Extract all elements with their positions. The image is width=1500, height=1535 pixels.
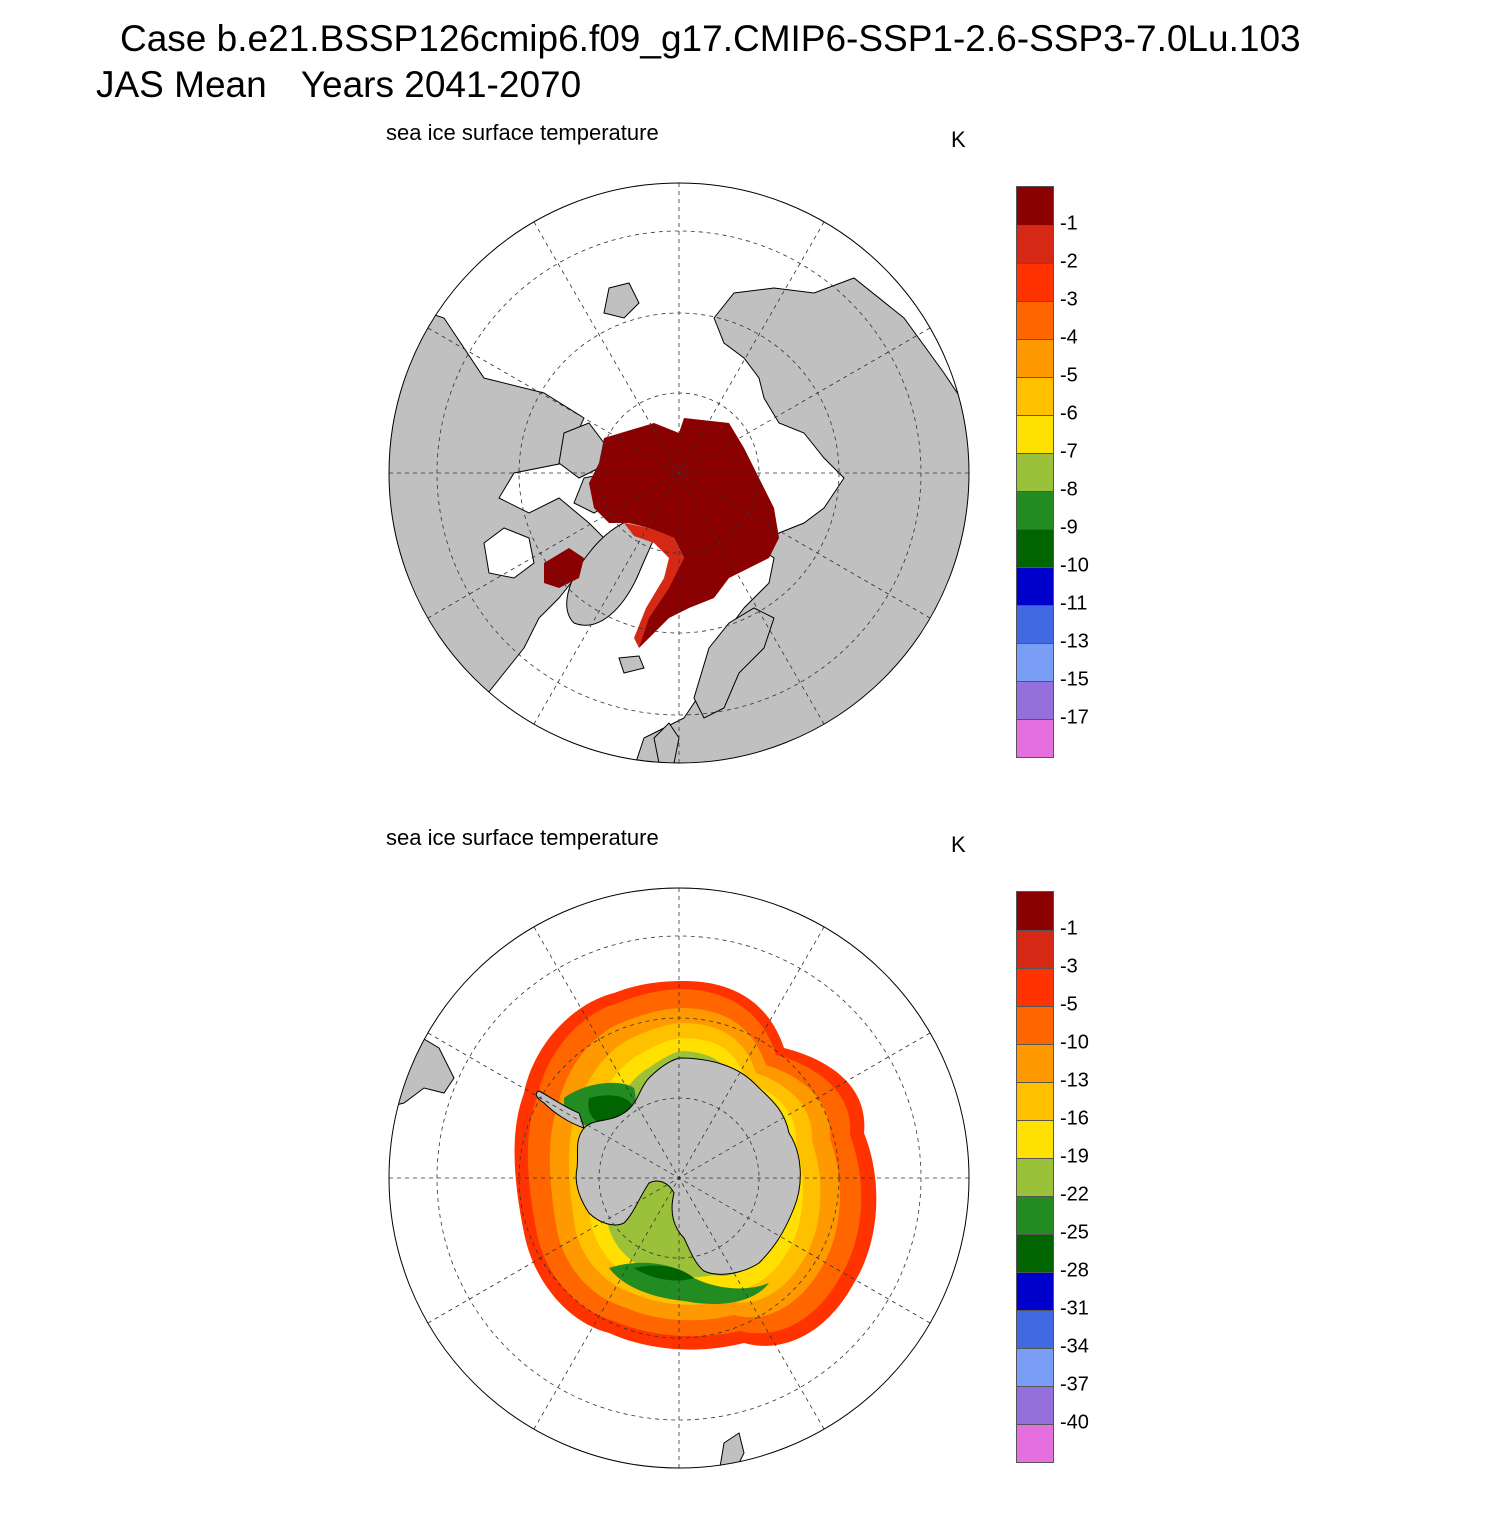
colorbar-tick-label: -13	[1060, 630, 1089, 653]
colorbar-tick-label: -15	[1060, 668, 1089, 691]
colorbar-swatch	[1017, 263, 1053, 301]
colorbar-swatch	[1017, 415, 1053, 453]
colorbar-swatch	[1017, 605, 1053, 643]
colorbar-tick-label: -9	[1060, 516, 1078, 539]
ross-sea-ice-coldest	[634, 1265, 694, 1281]
colorbar-tick-label: -2	[1060, 250, 1078, 273]
colorbar-swatch	[1017, 529, 1053, 567]
colorbar-swatch	[1017, 1082, 1053, 1120]
colorbar-labels: -1 -3 -5 -10 -13 -16 -19 -22 -25 -28 -31 -34 -37 -40	[1060, 891, 1140, 1461]
season-label: JAS Mean	[96, 64, 267, 105]
map-boundary	[388, 887, 970, 1469]
colorbar-swatch	[1017, 1120, 1053, 1158]
colorbar-tick-label: -4	[1060, 326, 1078, 349]
colorbar-tick-label: -8	[1060, 478, 1078, 501]
colorbar-tick-label: -25	[1060, 1221, 1089, 1244]
colorbar-tick-label: -10	[1060, 554, 1089, 577]
case-title: Case b.e21.BSSP126cmip6.f09_g17.CMIP6-SS…	[120, 18, 1301, 59]
colorbar-swatch	[1017, 225, 1053, 263]
colorbar-tick-label: -7	[1060, 440, 1078, 463]
colorbar-swatch	[1017, 892, 1053, 930]
years-label: Years 2041-2070	[300, 64, 582, 105]
colorbar-swatch	[1017, 1234, 1053, 1272]
graticule	[389, 183, 969, 763]
antarctic-panel: sea ice surface temperature K	[0, 815, 1500, 1535]
iceland-land	[618, 655, 645, 674]
panel-title: sea ice surface temperature	[386, 825, 659, 850]
colorbar-tick-label: -1	[1060, 212, 1078, 235]
colorbar-tick-label: -34	[1060, 1335, 1089, 1358]
panel-title: sea ice surface temperature	[386, 120, 659, 145]
arctic-sea-ice-warm	[589, 418, 779, 648]
colorbar	[1016, 891, 1054, 1463]
colorbar-labels: -1 -2 -3 -4 -5 -6 -7 -8 -9 -10 -11 -13 -15 -17	[1060, 186, 1140, 756]
colorbar-swatch	[1017, 1196, 1053, 1234]
colorbar-tick-label: -19	[1060, 1145, 1089, 1168]
baffin-sea-ice	[544, 548, 584, 588]
colorbar-tick-label: -1	[1060, 917, 1078, 940]
colorbar-tick-label: -5	[1060, 364, 1078, 387]
colorbar-swatch	[1017, 719, 1053, 757]
colorbar-tick-label: -37	[1060, 1373, 1089, 1396]
colorbar-tick-label: -11	[1060, 592, 1088, 615]
units-label: K	[951, 127, 966, 152]
colorbar	[1016, 186, 1054, 758]
map-boundary	[388, 182, 970, 764]
greenland-land	[566, 507, 661, 626]
colorbar-swatch	[1017, 301, 1053, 339]
uk-land	[653, 722, 680, 763]
arctic-panel: sea ice surface temperature K	[0, 110, 1500, 830]
period-title: JAS Mean Years 2041-2070	[96, 64, 581, 106]
antarctica-land	[575, 1057, 801, 1275]
colorbar-swatch	[1017, 681, 1053, 719]
colorbar-tick-label: -5	[1060, 993, 1078, 1016]
colorbar-tick-label: -6	[1060, 402, 1078, 425]
colorbar-swatch	[1017, 491, 1053, 529]
colorbar-swatch	[1017, 968, 1053, 1006]
colorbar-swatch	[1017, 567, 1053, 605]
colorbar-swatch	[1017, 187, 1053, 225]
colorbar-swatch	[1017, 930, 1053, 968]
colorbar-tick-label: -3	[1060, 288, 1078, 311]
colorbar-swatch	[1017, 643, 1053, 681]
colorbar-swatch	[1017, 1158, 1053, 1196]
arctic-polar-map	[388, 182, 970, 764]
colorbar-tick-label: -3	[1060, 955, 1078, 978]
colorbar-tick-label: -28	[1060, 1259, 1089, 1282]
colorbar-swatch	[1017, 1044, 1053, 1082]
colorbar-tick-label: -10	[1060, 1031, 1089, 1054]
graticule	[389, 888, 969, 1468]
colorbar-swatch	[1017, 1386, 1053, 1424]
colorbar-swatch	[1017, 1424, 1053, 1462]
colorbar-swatch	[1017, 339, 1053, 377]
colorbar-swatch	[1017, 1348, 1053, 1386]
colorbar-tick-label: -16	[1060, 1107, 1089, 1130]
units-label: K	[951, 832, 966, 857]
colorbar-tick-label: -17	[1060, 706, 1089, 729]
colorbar-tick-label: -22	[1060, 1183, 1089, 1206]
colorbar-tick-label: -13	[1060, 1069, 1089, 1092]
colorbar-swatch	[1017, 1310, 1053, 1348]
colorbar-tick-label: -40	[1060, 1411, 1089, 1434]
colorbar-tick-label: -31	[1060, 1297, 1089, 1320]
scandinavia-land	[693, 607, 775, 719]
hudson-bay-water	[483, 527, 535, 579]
alaska-land	[603, 282, 640, 319]
colorbar-swatch	[1017, 377, 1053, 415]
arctic-sea-ice-cool	[624, 523, 684, 648]
antarctic-polar-map	[388, 887, 970, 1469]
colorbar-swatch	[1017, 1006, 1053, 1044]
colorbar-swatch	[1017, 453, 1053, 491]
colorbar-swatch	[1017, 1272, 1053, 1310]
